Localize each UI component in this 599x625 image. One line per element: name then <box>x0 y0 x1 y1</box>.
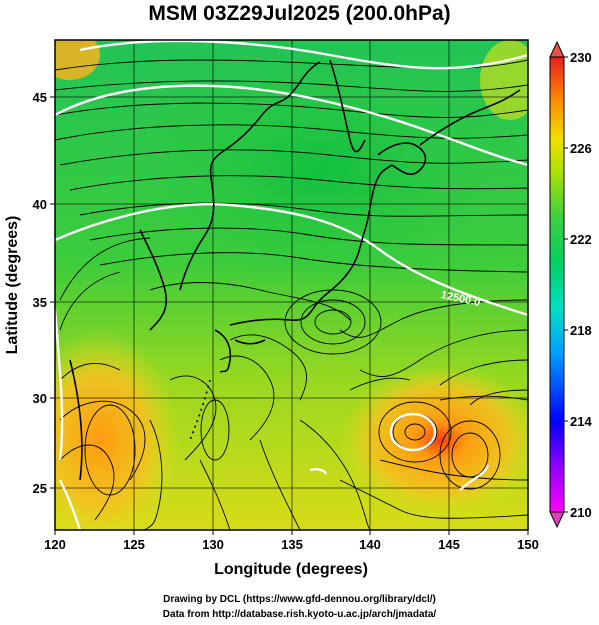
colorbar: 230 226 222 218 214 210 <box>549 40 592 529</box>
y-axis: 25 30 35 40 45 Latitude (degrees) <box>4 90 55 496</box>
colorbar-tick-label: 214 <box>570 414 592 429</box>
colorbar-tick-label: 230 <box>570 50 592 65</box>
y-tick-label: 25 <box>33 481 47 496</box>
coastline-shikoku <box>234 339 266 345</box>
coastline-china <box>139 229 168 331</box>
credit-data-source: Data from http://database.rish.kyoto-u.a… <box>162 609 437 620</box>
wind-streamlines <box>55 59 528 530</box>
cool-region <box>130 50 510 290</box>
coastline-honshu <box>229 164 393 326</box>
warm-region-west <box>55 330 180 530</box>
colorbar-max-arrow <box>549 40 565 58</box>
colorbar-tick-label: 210 <box>570 505 592 520</box>
x-tick-label: 145 <box>438 537 460 552</box>
coastline-korea-manchuria <box>179 61 321 291</box>
x-tick-label: 125 <box>123 537 145 552</box>
lat-lon-grid <box>55 40 528 530</box>
map-area: 12500.0 <box>55 40 528 530</box>
chart-title: MSM 03Z29Jul2025 (200.0hPa) <box>148 2 451 25</box>
coastlines <box>69 59 521 481</box>
coastline-kurils <box>419 89 521 146</box>
colorbar-tick-label: 226 <box>570 141 592 156</box>
y-tick-label: 40 <box>33 197 47 212</box>
colorbar-min-arrow <box>549 511 565 529</box>
warm-corner-nw <box>55 40 100 80</box>
coastline-sakhalin <box>329 59 366 153</box>
x-tick-label: 135 <box>281 537 303 552</box>
coastline-ryukyu <box>189 379 211 441</box>
y-tick-label: 30 <box>33 391 47 406</box>
x-tick-label: 130 <box>202 537 224 552</box>
credit-drawing: Drawing by DCL (https://www.gfd-dennou.o… <box>163 594 436 605</box>
coastline-taiwan <box>69 359 83 481</box>
warm-corner-ne <box>480 40 528 120</box>
y-tick-label: 35 <box>33 295 47 310</box>
y-tick-label: 45 <box>33 90 47 105</box>
x-axis: 120 125 130 135 140 145 150 Longitude (d… <box>44 530 539 578</box>
coastline-kyushu <box>214 329 232 373</box>
coastline-hokkaido <box>377 142 427 175</box>
x-tick-label: 120 <box>44 537 66 552</box>
height-contours <box>55 40 528 530</box>
colorbar-tick-label: 218 <box>570 323 592 338</box>
colorbar-scale <box>549 56 565 513</box>
x-tick-label: 150 <box>517 537 539 552</box>
x-tick-label: 140 <box>359 537 381 552</box>
x-axis-label: Longitude (degrees) <box>214 561 368 578</box>
colorbar-tick-label: 222 <box>570 232 592 247</box>
y-axis-label: Latitude (degrees) <box>4 216 21 355</box>
